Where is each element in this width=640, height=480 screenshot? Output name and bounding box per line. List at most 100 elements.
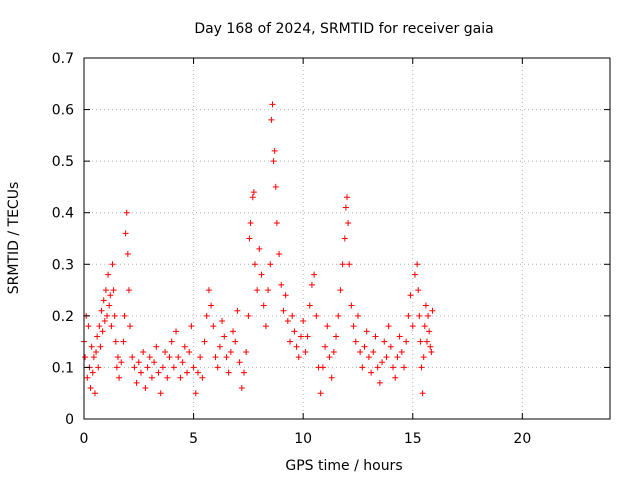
data-point (166, 354, 173, 361)
data-point (308, 281, 315, 288)
data-point (142, 385, 149, 392)
data-point (352, 338, 359, 345)
data-point (179, 359, 186, 366)
data-point (417, 338, 424, 345)
data-point (122, 230, 129, 237)
data-point (333, 333, 340, 340)
data-point (256, 245, 263, 252)
data-point (330, 348, 337, 355)
data-point (267, 261, 274, 268)
data-point (398, 348, 405, 355)
data-point (258, 271, 265, 278)
data-point (123, 209, 130, 216)
data-point (246, 235, 253, 242)
data-point (232, 338, 239, 345)
data-point (339, 261, 346, 268)
data-point (319, 364, 326, 371)
data-point (140, 348, 147, 355)
x-tick-label: 10 (294, 431, 312, 447)
data-point (262, 323, 269, 330)
data-point (394, 354, 401, 361)
data-point (208, 302, 215, 309)
data-point (300, 318, 307, 325)
data-point (392, 374, 399, 381)
data-point (344, 194, 350, 201)
data-point (210, 323, 217, 330)
data-point (108, 323, 115, 330)
data-point (227, 348, 234, 355)
data-point (181, 343, 188, 350)
data-point (146, 354, 153, 361)
data-point (111, 312, 118, 319)
data-point (98, 307, 105, 314)
data-point (423, 338, 430, 345)
data-point (317, 390, 324, 397)
data-point (273, 220, 280, 227)
chart-title: Day 168 of 2024, SRMTID for receiver gai… (194, 21, 493, 37)
data-point (381, 338, 388, 345)
data-point (148, 374, 155, 381)
data-point (159, 364, 166, 371)
axis-ticks: 0 0.1 0.2 0.3 0.4 0.5 0.6 0.7 0 5 10 15 20 (52, 51, 610, 447)
data-point (250, 189, 257, 196)
data-point (291, 328, 298, 335)
data-point (216, 343, 223, 350)
data-point (251, 261, 258, 268)
data-point (82, 354, 89, 361)
data-point (102, 287, 109, 294)
data-point (199, 374, 206, 381)
data-point (219, 318, 226, 325)
data-point (88, 343, 95, 350)
data-point (99, 328, 106, 335)
data-point (173, 328, 180, 335)
data-point (249, 194, 256, 201)
data-point (101, 318, 108, 325)
data-point (120, 338, 127, 345)
y-tick-label: 0.6 (52, 103, 74, 119)
data-point (194, 369, 201, 376)
data-point (153, 343, 160, 350)
data-point (247, 220, 254, 227)
data-point (295, 354, 302, 361)
data-point (223, 354, 230, 361)
data-point (345, 220, 352, 227)
data-point (137, 369, 144, 376)
data-point (400, 364, 407, 371)
y-tick-label: 0 (65, 412, 74, 428)
data-point (203, 312, 210, 319)
data-point (297, 333, 304, 340)
data-point (282, 292, 289, 299)
data-point (184, 369, 191, 376)
data-point (84, 374, 91, 381)
data-point (105, 271, 112, 278)
data-point (107, 292, 114, 299)
data-point (376, 379, 383, 386)
data-point (313, 312, 320, 319)
data-point (357, 348, 364, 355)
data-point (390, 364, 397, 371)
data-point (411, 271, 418, 278)
data-point (421, 323, 428, 330)
data-point (212, 354, 219, 361)
data-point (214, 364, 221, 371)
data-point (311, 271, 318, 278)
data-point (221, 333, 228, 340)
data-point (170, 364, 177, 371)
data-point (326, 354, 333, 361)
data-point (110, 287, 117, 294)
data-point (106, 302, 113, 309)
data-point (268, 116, 275, 123)
data-point (236, 359, 243, 366)
y-tick-label: 0.1 (52, 360, 74, 376)
data-point (260, 302, 267, 309)
data-point (271, 147, 278, 154)
data-point (365, 354, 372, 361)
data-point (197, 354, 204, 361)
data-point (270, 158, 277, 165)
data-point (100, 297, 107, 304)
x-tick-label: 0 (80, 431, 89, 447)
data-point (396, 333, 403, 340)
data-point (419, 390, 426, 397)
data-point (407, 292, 414, 299)
